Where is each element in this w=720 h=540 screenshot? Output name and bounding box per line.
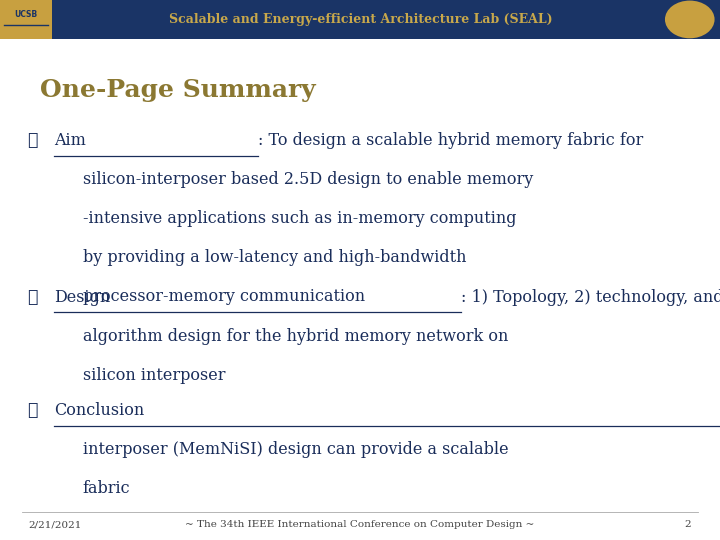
- Text: ❖: ❖: [27, 289, 37, 306]
- Text: Design: Design: [54, 289, 110, 306]
- Text: interposer (MemNiSI) design can provide a scalable: interposer (MemNiSI) design can provide …: [83, 441, 508, 458]
- Circle shape: [666, 2, 714, 37]
- Text: Aim: Aim: [54, 132, 86, 149]
- Text: processor-memory communication: processor-memory communication: [83, 288, 365, 305]
- Text: 2: 2: [685, 521, 691, 529]
- Text: : To design a scalable hybrid memory fabric for: : To design a scalable hybrid memory fab…: [258, 132, 643, 149]
- Text: fabric: fabric: [83, 480, 130, 497]
- Text: UCSB: UCSB: [14, 10, 37, 19]
- Bar: [0, 0, 720, 39]
- Text: ❖: ❖: [27, 132, 37, 149]
- Text: : 1) Topology, 2) technology, and 3) routing: : 1) Topology, 2) technology, and 3) rou…: [462, 289, 720, 306]
- Text: by providing a low-latency and high-bandwidth: by providing a low-latency and high-band…: [83, 249, 467, 266]
- Text: silicon interposer: silicon interposer: [83, 367, 225, 383]
- Text: ~ The 34th IEEE International Conference on Computer Design ~: ~ The 34th IEEE International Conference…: [185, 521, 535, 529]
- Bar: [0, 0, 52, 39]
- Text: algorithm design for the hybrid memory network on: algorithm design for the hybrid memory n…: [83, 328, 508, 345]
- Text: -intensive applications such as in-memory computing: -intensive applications such as in-memor…: [83, 210, 516, 227]
- Text: Conclusion: Conclusion: [54, 402, 144, 419]
- Text: 2/21/2021: 2/21/2021: [29, 521, 82, 529]
- Text: silicon-interposer based 2.5D design to enable memory: silicon-interposer based 2.5D design to …: [83, 171, 533, 188]
- Text: ❖: ❖: [27, 402, 37, 419]
- Text: Scalable and Energy-efficient Architecture Lab (SEAL): Scalable and Energy-efficient Architectu…: [169, 13, 552, 26]
- Text: One-Page Summary: One-Page Summary: [40, 78, 315, 102]
